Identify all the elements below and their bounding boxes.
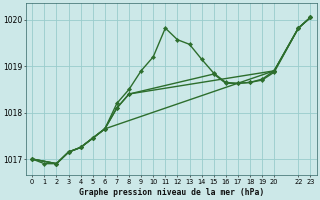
X-axis label: Graphe pression niveau de la mer (hPa): Graphe pression niveau de la mer (hPa) bbox=[79, 188, 264, 197]
